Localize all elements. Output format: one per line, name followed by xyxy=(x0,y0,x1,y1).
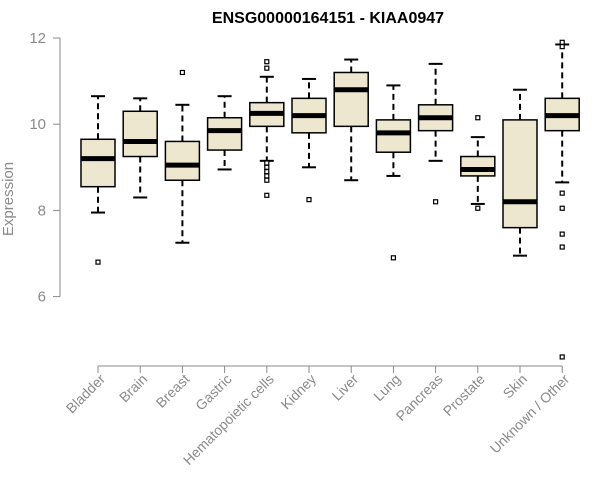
outlier-point xyxy=(390,255,396,261)
y-axis: 6 8 10 12 xyxy=(29,30,61,306)
y-tick-label: 6 xyxy=(38,289,46,306)
box-breast xyxy=(164,69,201,244)
box-hematopoietic-cells xyxy=(249,59,285,198)
x-tick-label: Unknown / Other xyxy=(487,371,573,457)
iqr-box xyxy=(164,140,201,181)
outlier-point xyxy=(433,199,439,205)
outlier-point xyxy=(95,259,101,265)
box-pancreas xyxy=(417,62,454,205)
y-tick-label: 8 xyxy=(38,202,46,219)
outlier-point xyxy=(475,205,481,211)
x-tick-label: Skin xyxy=(500,371,531,402)
box-skin xyxy=(502,88,538,257)
iqr-box xyxy=(206,116,243,151)
x-tick-label: Lung xyxy=(370,371,403,404)
x-tick-label: Prostate xyxy=(440,371,488,419)
box-brain xyxy=(122,97,158,199)
outlier-point xyxy=(559,44,565,50)
x-tick-label: Breast xyxy=(153,371,193,411)
iqr-box xyxy=(502,119,538,229)
box-kidney xyxy=(291,77,327,203)
outlier-point xyxy=(559,231,565,237)
outlier-point xyxy=(264,177,270,183)
outlier-point xyxy=(559,190,565,196)
x-tick-label: Brain xyxy=(116,371,150,405)
outlier-point xyxy=(559,354,565,360)
outlier-point xyxy=(264,192,270,198)
iqr-box xyxy=(375,119,412,153)
boxes-group xyxy=(80,39,580,360)
box-unknown-other xyxy=(544,39,580,360)
iqr-box xyxy=(80,138,116,188)
iqr-box xyxy=(460,155,496,177)
outlier-point xyxy=(264,164,270,170)
outlier-point xyxy=(264,65,270,71)
x-tick-label: Bladder xyxy=(63,371,109,417)
y-tick-label: 10 xyxy=(29,116,46,133)
y-axis-label: Expression xyxy=(0,162,17,236)
outlier-point xyxy=(264,160,270,166)
outlier-point xyxy=(475,115,481,121)
chart-title: ENSG00000164151 - KIAA0947 xyxy=(212,10,444,27)
iqr-box xyxy=(333,71,369,128)
box-liver xyxy=(333,58,369,182)
x-tick-label: Kidney xyxy=(278,371,320,413)
iqr-box xyxy=(122,110,158,158)
box-lung xyxy=(375,84,412,261)
outlier-point xyxy=(264,169,270,175)
box-bladder xyxy=(80,95,116,265)
box-gastric xyxy=(206,95,243,171)
outlier-point xyxy=(264,59,270,65)
outlier-point xyxy=(179,69,185,76)
outlier-point xyxy=(559,205,565,211)
outlier-point xyxy=(559,39,565,45)
y-tick-label: 12 xyxy=(29,30,46,47)
box-prostate xyxy=(460,115,496,211)
outlier-point xyxy=(559,244,565,250)
outlier-point xyxy=(264,173,270,179)
x-tick-label: Liver xyxy=(329,371,362,404)
x-tick-label: Pancreas xyxy=(393,371,446,424)
outlier-point xyxy=(306,197,312,203)
